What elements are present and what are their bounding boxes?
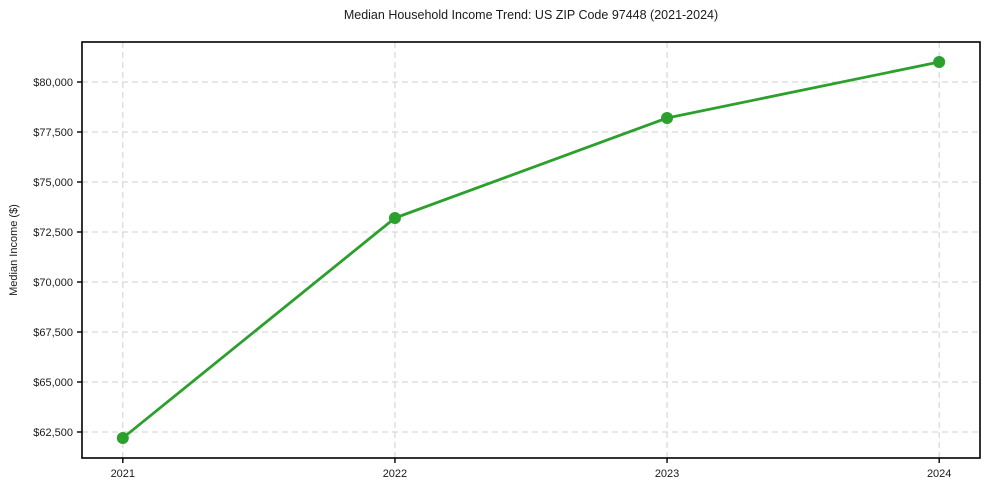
y-tick-label: $70,000 (33, 277, 73, 289)
x-tick-label: 2022 (383, 468, 407, 480)
chart-title: Median Household Income Trend: US ZIP Co… (343, 8, 719, 22)
data-point-marker (388, 212, 401, 224)
y-tick-label: $62,500 (33, 427, 73, 439)
data-point-marker (661, 112, 674, 124)
x-tick-label: 2024 (927, 468, 951, 480)
y-tick-label: $72,500 (33, 227, 73, 239)
y-tick-label: $65,000 (33, 377, 73, 389)
y-tick-label: $75,000 (33, 177, 73, 189)
trend-line (121, 60, 941, 440)
data-point-marker (933, 56, 946, 68)
y-tick-label: $80,000 (33, 77, 73, 89)
plot-border (81, 41, 981, 459)
x-tick-label: 2021 (111, 468, 135, 480)
y-tick-label: $77,500 (33, 127, 73, 139)
y-tick-label: $67,500 (33, 327, 73, 339)
x-tick-label: 2023 (655, 468, 679, 480)
data-point-marker (116, 432, 129, 444)
